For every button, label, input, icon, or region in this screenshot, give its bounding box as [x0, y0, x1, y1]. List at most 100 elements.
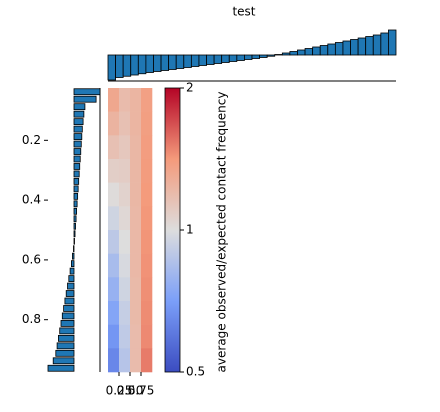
cell	[141, 159, 153, 183]
cell	[119, 324, 131, 349]
cell	[130, 301, 142, 325]
cell	[141, 301, 153, 325]
cell	[130, 253, 142, 278]
bar	[73, 222, 76, 230]
bar	[312, 46, 321, 56]
bar	[59, 327, 75, 335]
bar	[145, 54, 154, 73]
bar	[73, 155, 81, 163]
bar	[266, 54, 276, 57]
bar	[236, 54, 245, 61]
cell	[141, 348, 153, 373]
cell	[130, 159, 142, 183]
bar	[60, 320, 75, 327]
cell	[119, 277, 131, 302]
bar	[52, 357, 75, 365]
bar	[388, 29, 397, 56]
bar	[73, 110, 85, 118]
cell	[119, 88, 131, 112]
bar	[304, 48, 314, 56]
bar	[319, 45, 329, 56]
bar	[168, 54, 177, 70]
cell	[130, 111, 142, 136]
bar	[73, 95, 97, 103]
bar	[190, 54, 200, 67]
bar	[206, 54, 215, 65]
cell	[108, 88, 120, 112]
cell	[141, 277, 153, 302]
y-tick-label: 0.4	[22, 193, 41, 207]
cell	[108, 159, 120, 183]
bar	[73, 125, 83, 133]
y-tick-label: 0.6	[22, 252, 41, 266]
bar	[73, 133, 83, 140]
cell	[130, 182, 142, 207]
x-tick-label: 0.75	[128, 384, 155, 398]
bar	[175, 54, 185, 69]
bar	[122, 54, 132, 77]
cell	[141, 230, 153, 254]
bar	[342, 40, 351, 56]
bar	[107, 54, 116, 81]
bar	[73, 163, 81, 170]
cell	[108, 182, 120, 207]
bar	[115, 54, 124, 78]
y-tick-label: 2	[186, 81, 194, 95]
bar	[130, 54, 139, 76]
cell	[108, 348, 120, 373]
cell	[108, 135, 120, 160]
bar	[73, 237, 75, 245]
bar	[137, 54, 147, 75]
bar	[73, 178, 80, 185]
cell	[119, 182, 131, 207]
cell	[141, 324, 153, 349]
bar	[73, 185, 79, 193]
cell	[130, 206, 142, 231]
bar	[73, 207, 77, 215]
cell	[108, 301, 120, 325]
cell	[141, 111, 153, 136]
bar	[380, 32, 389, 56]
bar	[281, 52, 291, 56]
chart-title: test	[232, 5, 255, 19]
bar	[357, 37, 367, 56]
bar	[372, 34, 382, 56]
bar	[259, 54, 268, 58]
cell	[119, 111, 131, 136]
bar	[73, 88, 101, 96]
bar	[56, 342, 75, 350]
x-tick-label: 0.25	[106, 384, 133, 398]
bar	[73, 140, 82, 148]
y-tick-label: 0.2	[22, 133, 41, 147]
bar	[73, 192, 79, 200]
cell	[130, 277, 142, 302]
cell	[108, 111, 120, 136]
bar	[297, 49, 306, 56]
cell	[108, 277, 120, 302]
bar	[58, 334, 75, 342]
bar	[65, 290, 75, 297]
bar	[73, 230, 76, 238]
bar	[61, 312, 75, 320]
cell	[130, 324, 142, 349]
bar	[334, 42, 344, 56]
cell	[141, 253, 153, 278]
cell	[130, 348, 142, 373]
colorbar-label: average observed/expected contact freque…	[215, 92, 229, 373]
cell	[119, 230, 131, 254]
colorbar	[164, 87, 181, 373]
cell	[108, 206, 120, 231]
bar	[72, 252, 75, 260]
y-tick-label: 0.8	[22, 312, 41, 326]
bar	[289, 51, 298, 56]
cell	[130, 230, 142, 254]
cell	[119, 206, 131, 231]
cell	[119, 135, 131, 160]
bar	[251, 54, 260, 59]
cell	[108, 253, 120, 278]
bar	[73, 170, 80, 178]
cell	[119, 159, 131, 183]
bar	[73, 215, 77, 223]
y-tick-label: 0.5	[186, 365, 205, 379]
bar	[47, 364, 75, 372]
